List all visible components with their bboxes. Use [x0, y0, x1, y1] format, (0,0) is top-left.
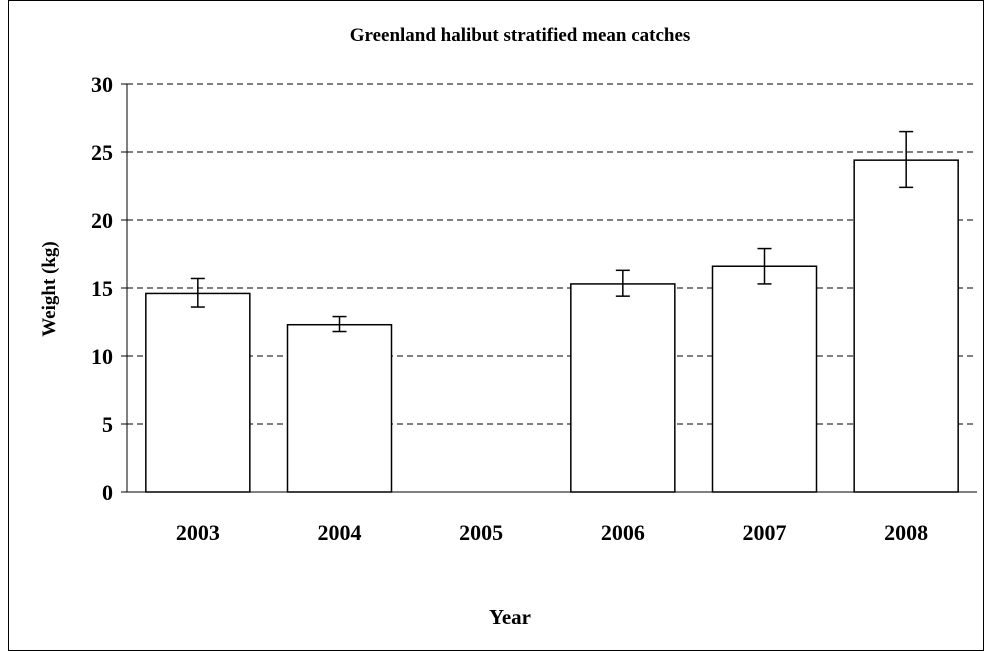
- bar-2008: [853, 159, 959, 493]
- y-tick-label-15: 15: [91, 276, 113, 301]
- bar-2003: [145, 292, 251, 493]
- y-tick-labels: 0 5 10 15 20 25 30: [91, 72, 113, 505]
- error-bar-2006: [615, 269, 630, 297]
- x-tick-label-2003: 2003: [176, 520, 220, 545]
- error-bar-2004: [332, 315, 347, 333]
- x-axis-title: Year: [489, 605, 531, 629]
- y-tick-label-5: 5: [102, 412, 113, 437]
- gridlines: [127, 83, 977, 425]
- x-tick-label-2005: 2005: [459, 520, 503, 545]
- y-tick-label-30: 30: [91, 72, 113, 97]
- x-tick-label-2008: 2008: [884, 520, 928, 545]
- error-bar-2003: [190, 277, 205, 308]
- x-tick-label-2007: 2007: [743, 520, 787, 545]
- x-tick-label-2004: 2004: [318, 520, 362, 545]
- bar-2004: [286, 323, 393, 493]
- chart-title: Greenland halibut stratified mean catche…: [350, 25, 691, 46]
- y-tick-label-0: 0: [102, 480, 113, 505]
- y-tick-label-25: 25: [91, 140, 113, 165]
- error-bar-2007: [757, 247, 772, 285]
- error-bar-2008: [899, 130, 914, 189]
- axes: [121, 83, 977, 493]
- y-tick-label-20: 20: [91, 208, 113, 233]
- x-tick-label-2006: 2006: [601, 520, 645, 545]
- y-tick-label-10: 10: [91, 344, 113, 369]
- error-bars: [190, 130, 914, 333]
- bar-2006: [570, 283, 676, 493]
- y-axis-title: Weight (kg): [39, 241, 60, 337]
- x-tick-labels: 2003 2004 2005 2006 2007 2008: [176, 520, 928, 545]
- bars: [145, 159, 959, 493]
- bar-2007: [711, 265, 818, 493]
